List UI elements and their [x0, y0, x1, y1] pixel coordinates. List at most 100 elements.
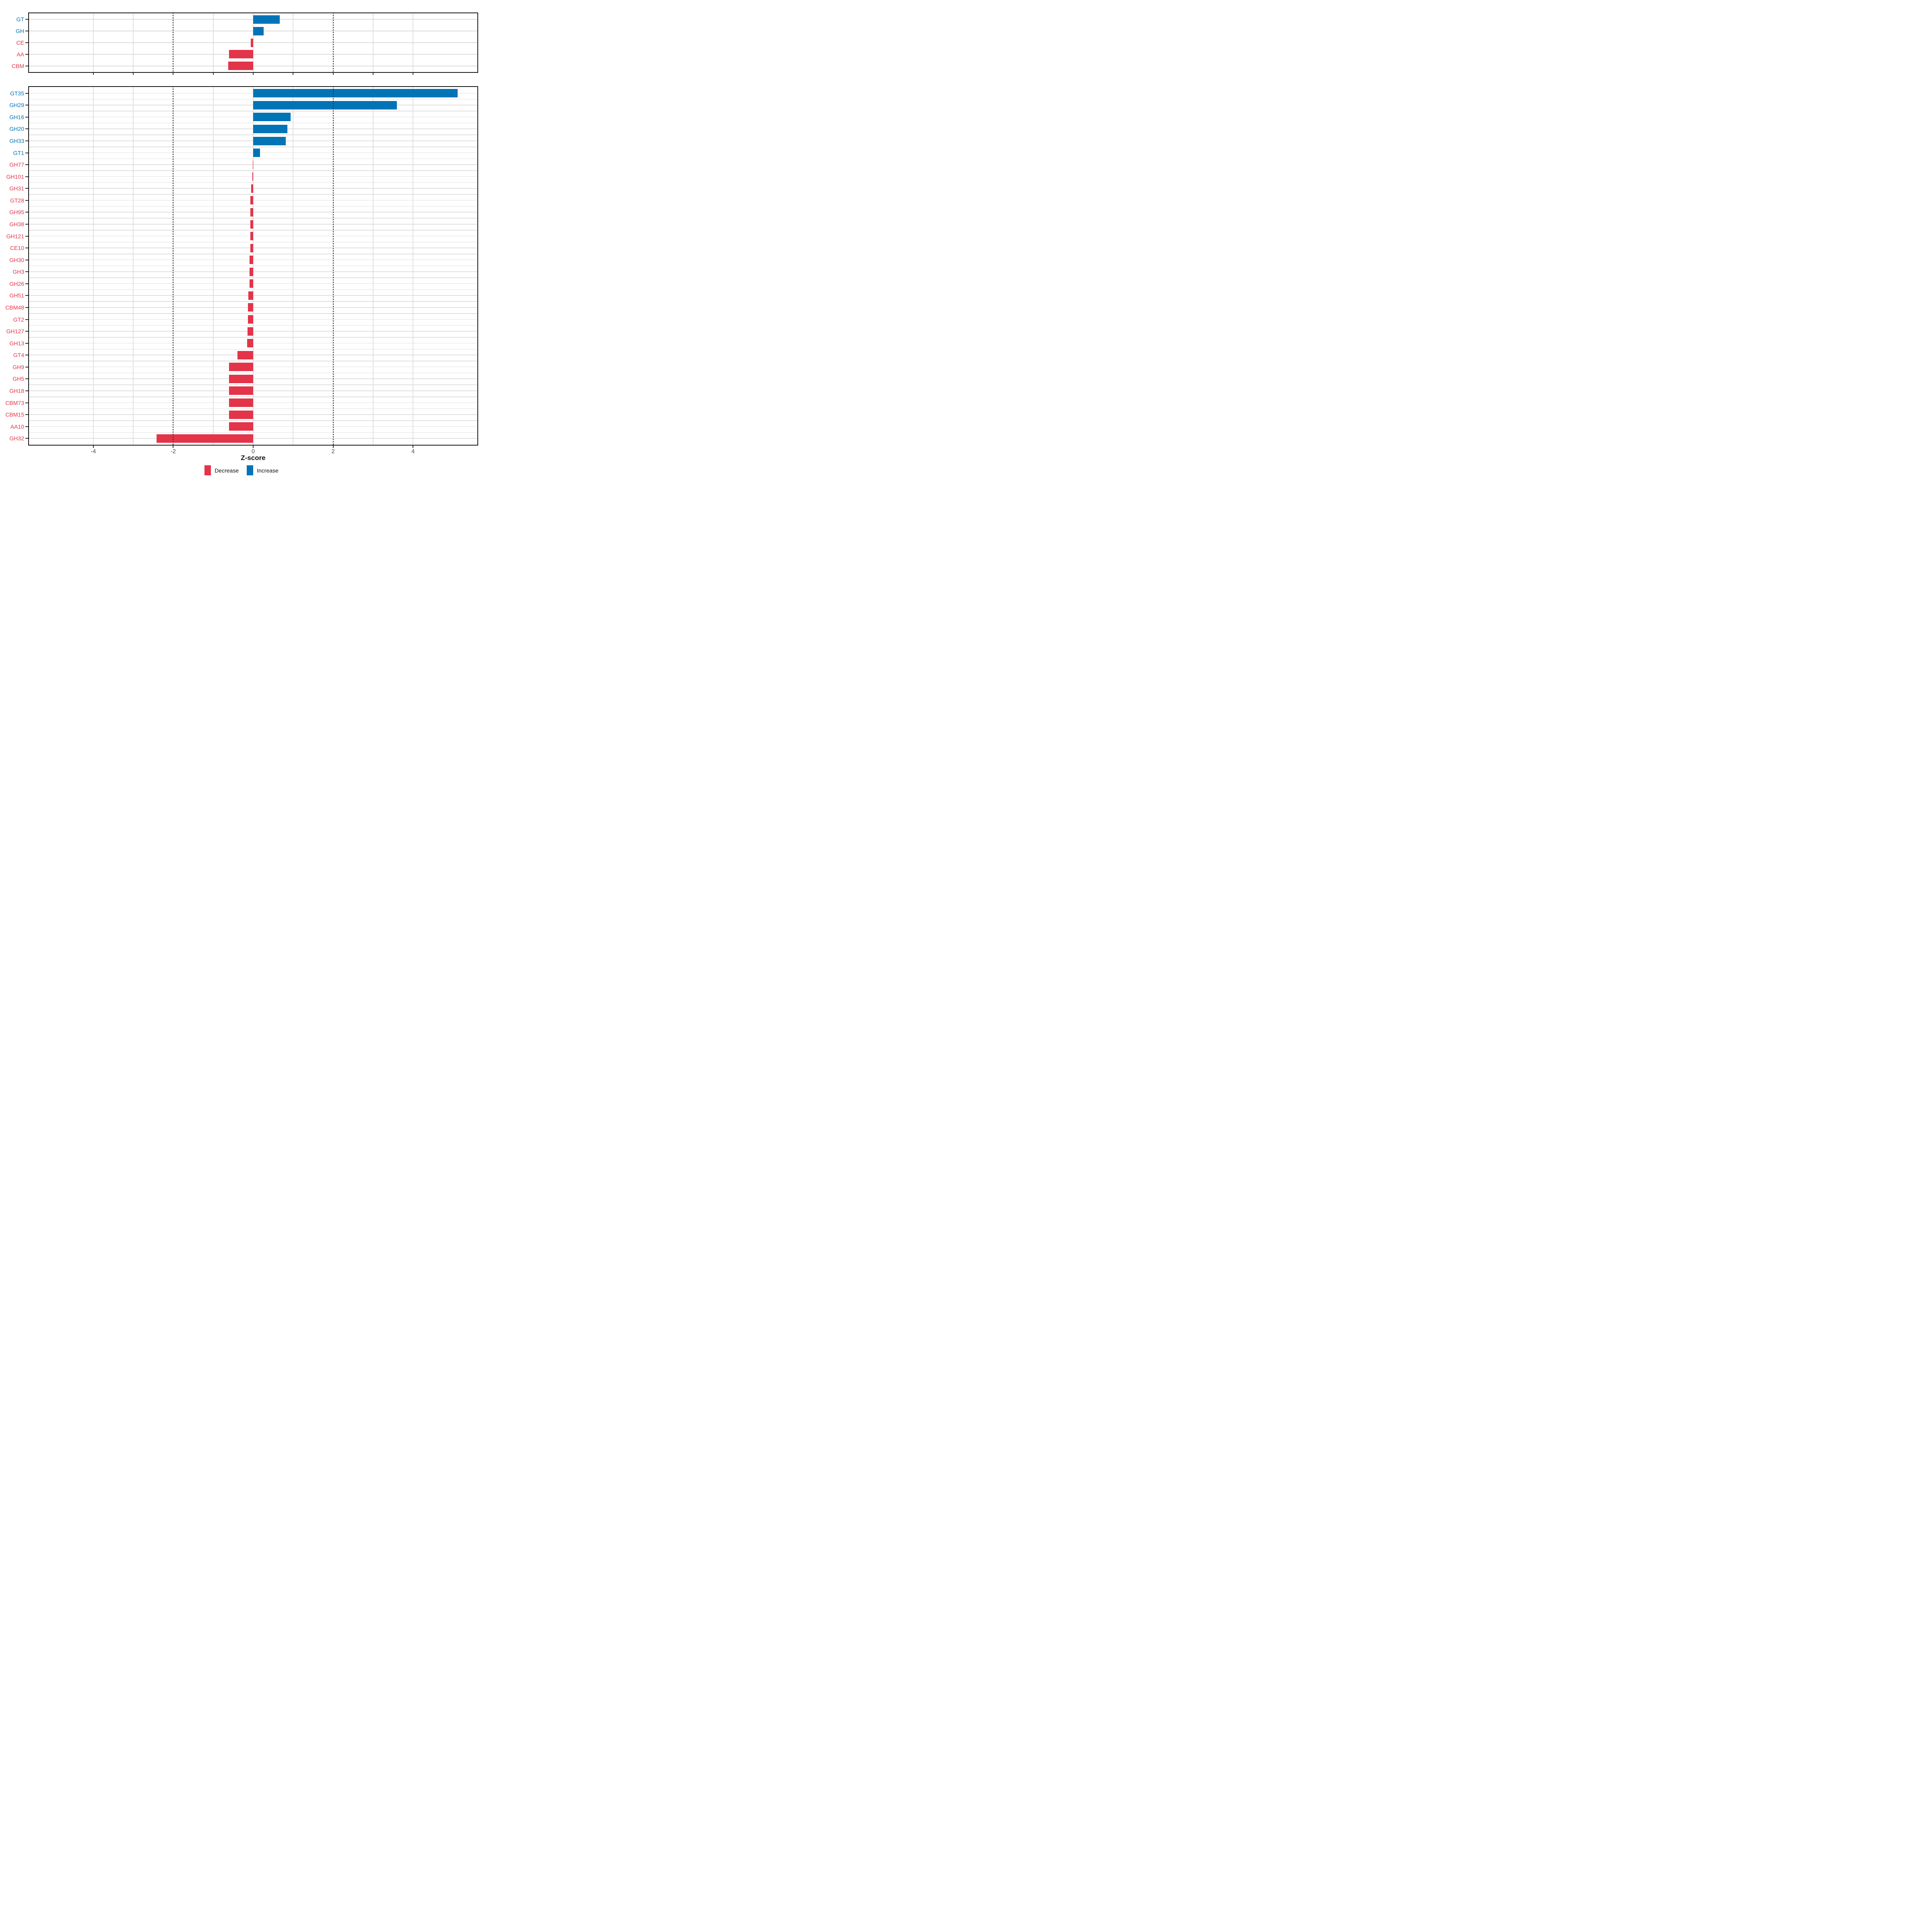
category-label-gh77: GH77 — [9, 161, 24, 168]
y-gridline-major — [28, 331, 478, 332]
y-gridline-major — [28, 271, 478, 272]
x-axis-tick — [93, 73, 94, 75]
bar-gh13 — [247, 339, 253, 348]
y-axis-tick — [25, 295, 28, 296]
category-label-gh13: GH13 — [9, 340, 24, 347]
y-gridline-major — [28, 42, 478, 43]
bar-gh18 — [229, 386, 253, 395]
y-gridline-major — [28, 54, 478, 55]
y-gridline-minor — [28, 218, 478, 219]
y-axis-tick — [25, 224, 28, 225]
category-label-gh26: GH26 — [9, 280, 24, 287]
y-axis-tick — [25, 212, 28, 213]
bar-gh33 — [253, 136, 286, 145]
x-tick-label--4: -4 — [91, 448, 96, 455]
bar-ce10 — [250, 244, 253, 252]
x-tick-label-0: 0 — [251, 448, 255, 455]
x-tick-label--2: -2 — [170, 448, 176, 455]
y-gridline-minor — [28, 349, 478, 350]
x-axis-tick — [213, 73, 214, 75]
category-label-ce10: CE10 — [10, 245, 24, 252]
category-label-cbm: CBM — [11, 62, 24, 69]
x-axis-tick — [253, 73, 254, 75]
category-label-gh18: GH18 — [9, 387, 24, 394]
bar-gh9 — [229, 363, 253, 372]
bar-gh38 — [250, 220, 253, 229]
y-gridline-minor — [28, 122, 478, 124]
category-label-gh31: GH31 — [9, 185, 24, 192]
y-gridline-minor — [28, 182, 478, 183]
y-gridline-minor — [28, 242, 478, 243]
y-axis-tick — [25, 140, 28, 142]
x-axis-tick — [332, 446, 334, 448]
category-label-gt28: GT28 — [10, 197, 24, 204]
y-gridline-major — [28, 188, 478, 189]
y-gridline-minor — [28, 337, 478, 338]
bar-cbm73 — [229, 398, 253, 407]
category-label-gh3: GH3 — [12, 268, 24, 275]
bar-aa10 — [229, 422, 253, 431]
category-label-gh95: GH95 — [9, 209, 24, 216]
legend-label-increase: Increase — [257, 467, 279, 474]
y-gridline-major — [28, 319, 478, 320]
y-axis-tick — [25, 116, 28, 118]
y-gridline-major — [28, 414, 478, 415]
bar-gt28 — [250, 196, 253, 205]
bar-gh20 — [253, 124, 288, 133]
category-label-aa10: AA10 — [10, 423, 24, 430]
x-axis-tick — [253, 446, 254, 448]
category-label-gh127: GH127 — [6, 328, 24, 335]
y-gridline-major — [28, 164, 478, 165]
y-axis-tick — [25, 42, 28, 43]
y-axis-tick — [25, 390, 28, 391]
y-axis-tick — [25, 128, 28, 130]
y-gridline-minor — [28, 325, 478, 326]
bar-ce — [251, 38, 253, 47]
category-label-gh20: GH20 — [9, 126, 24, 132]
y-gridline-major — [28, 343, 478, 344]
bar-gh31 — [251, 184, 253, 193]
legend-key-decrease-swatch — [204, 465, 211, 475]
x-axis-tick — [133, 73, 134, 75]
y-axis-tick — [25, 414, 28, 415]
category-label-cbm15: CBM15 — [5, 411, 24, 418]
y-axis-tick — [25, 200, 28, 201]
bar-gh51 — [248, 291, 253, 300]
x-axis-tick — [332, 73, 334, 75]
y-axis-tick — [25, 54, 28, 55]
bar-gt35 — [253, 89, 458, 98]
category-label-gt35: GT35 — [10, 90, 24, 97]
bar-gh — [253, 27, 264, 35]
y-gridline-major — [28, 402, 478, 403]
bar-aa — [229, 50, 253, 59]
category-label-aa: AA — [17, 51, 24, 58]
x-tick-label-4: 4 — [411, 448, 415, 455]
category-label-cbm48: CBM48 — [5, 304, 24, 311]
category-label-gh30: GH30 — [9, 256, 24, 263]
y-gridline-minor — [28, 134, 478, 136]
y-axis-tick — [25, 188, 28, 189]
y-gridline-major — [28, 426, 478, 427]
legend-item-increase: Increase — [247, 465, 279, 475]
bar-gh121 — [250, 232, 253, 241]
bar-gh26 — [250, 279, 253, 288]
y-gridline-minor — [28, 384, 478, 385]
bar-gt2 — [248, 315, 253, 324]
bar-cbm15 — [229, 410, 253, 419]
category-label-cbm73: CBM73 — [5, 399, 24, 406]
legend-item-decrease: Decrease — [204, 465, 239, 475]
y-gridline-minor — [28, 432, 478, 433]
x-axis-title: Z-score — [241, 454, 266, 462]
y-axis-tick — [25, 438, 28, 439]
bar-cbm48 — [248, 303, 253, 312]
bar-cbm — [228, 62, 253, 70]
y-gridline-major — [28, 224, 478, 225]
category-label-gh16: GH16 — [9, 114, 24, 120]
y-axis-tick — [25, 319, 28, 320]
category-label-gh38: GH38 — [9, 221, 24, 227]
x-axis-tick — [93, 446, 94, 448]
category-label-gh33: GH33 — [9, 138, 24, 144]
y-gridline-minor — [28, 301, 478, 302]
y-axis-tick — [25, 93, 28, 94]
bar-gh3 — [250, 267, 253, 276]
